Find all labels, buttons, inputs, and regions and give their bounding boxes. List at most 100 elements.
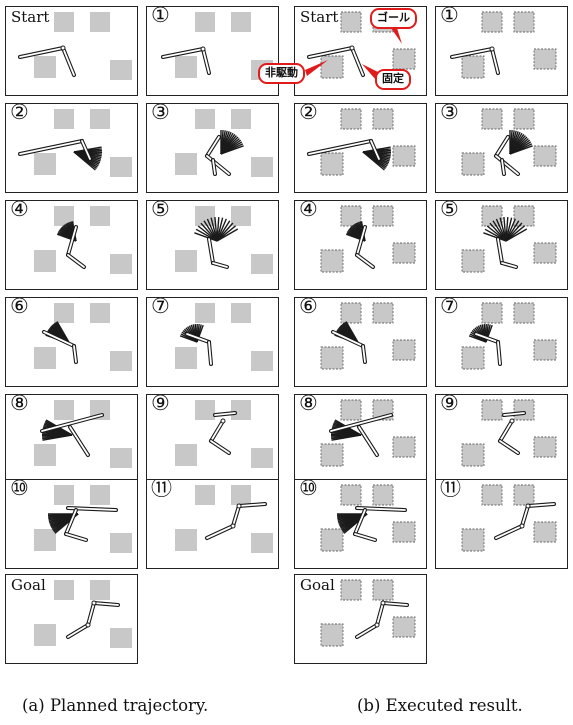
obstacle-block [372, 108, 394, 130]
robot-arm [209, 411, 237, 455]
panel-label: ⑨ [151, 394, 170, 415]
arm-link [354, 533, 376, 541]
planned-panel-s8: ⑧ [5, 394, 138, 484]
obstacle-block [481, 399, 503, 421]
obstacle-block [195, 485, 215, 505]
obstacle-block [320, 443, 344, 467]
panel-label: ④ [299, 200, 318, 221]
obstacle-block [461, 443, 485, 467]
arm-joint [380, 600, 386, 606]
obstacle-block [372, 579, 394, 601]
obstacle-block [372, 205, 394, 227]
panel-scene [461, 399, 557, 467]
obstacle-block [175, 250, 197, 272]
robot-arm [494, 502, 556, 540]
planned-panel-start: Start [5, 6, 138, 96]
obstacle-block [90, 206, 110, 226]
arm-link [495, 155, 519, 175]
executed-panel-s7: ⑦ [435, 297, 568, 387]
obstacle-block [195, 400, 215, 420]
arm-link [212, 159, 216, 175]
obstacle-block [34, 624, 56, 646]
arm-swept-link [73, 151, 96, 171]
arm-link [356, 226, 366, 256]
obstacle-block [392, 616, 416, 638]
obstacle-block [461, 346, 485, 370]
panel-scene [175, 109, 273, 177]
robot-arm [205, 130, 244, 176]
obstacle-block [34, 347, 56, 369]
planned-panel-s4: ④ [5, 200, 138, 290]
obstacle-block [392, 339, 416, 361]
robot-arm [42, 321, 78, 364]
panel-scene [34, 303, 132, 371]
obstacle-block [533, 48, 557, 70]
arm-link [41, 414, 103, 432]
arm-link [527, 503, 555, 507]
obstacle-block [392, 48, 416, 70]
arm-link [206, 525, 234, 539]
obstacle-block [175, 153, 197, 175]
robot-arm [336, 506, 407, 542]
arm-link [210, 440, 230, 454]
obstacle-block [251, 157, 273, 177]
obstacle-block [195, 12, 215, 32]
obstacle-block [513, 302, 535, 324]
obstacle-block [392, 145, 416, 167]
arm-joint [489, 46, 495, 52]
panel-label: ④ [10, 200, 29, 221]
obstacle-block [513, 11, 535, 33]
obstacle-block [461, 249, 485, 273]
obstacle-block [481, 484, 503, 506]
arm-joint [236, 503, 242, 509]
executed-panel-s3: ③ [435, 103, 568, 193]
panel-label: ⑩ [10, 479, 29, 500]
arm-swept-link [220, 145, 244, 155]
panel-scene [320, 302, 416, 370]
obstacle-block [251, 448, 273, 468]
panel-label: ⑦ [151, 297, 170, 318]
callout-unactuated: 非駆動 [258, 63, 305, 84]
panel-scene [34, 485, 132, 553]
robot-arm [40, 413, 104, 457]
arm-joint [349, 45, 355, 51]
obstacle-block [195, 206, 215, 226]
panel-scene [461, 302, 557, 370]
obstacle-block [231, 12, 251, 32]
executed-panel-s10: ⑩ [294, 479, 427, 569]
arm-swept-link [216, 228, 239, 242]
arm-link [65, 533, 87, 541]
obstacle-block [231, 485, 251, 505]
obstacle-block [110, 351, 132, 371]
panel-label: Start [300, 8, 339, 26]
obstacle-block [175, 444, 197, 466]
arm-joint [220, 418, 226, 424]
panel-label: ⑥ [299, 297, 318, 318]
robot-arm [307, 139, 392, 171]
planned-panel-s6: ⑥ [5, 297, 138, 387]
obstacle-block [372, 302, 394, 324]
arm-link [206, 155, 230, 175]
arm-link [499, 420, 513, 442]
obstacle-block [34, 56, 56, 78]
panel-label: ⑧ [299, 394, 318, 415]
arm-link [43, 331, 75, 347]
arm-link [308, 140, 372, 155]
arm-link [73, 345, 77, 363]
panel-label: ⑧ [10, 394, 29, 415]
panel-scene [18, 109, 132, 177]
obstacle-block [195, 303, 215, 323]
obstacle-block [54, 485, 74, 505]
arm-link [356, 624, 378, 638]
obstacle-block [34, 153, 56, 175]
robot-arm [483, 217, 528, 269]
obstacle-block [251, 533, 273, 553]
arm-link [186, 333, 210, 343]
robot-arm [18, 45, 76, 77]
obstacle-block [340, 484, 362, 506]
obstacle-block [90, 485, 110, 505]
panel-scene [461, 108, 557, 176]
obstacle-block [340, 108, 362, 130]
obstacle-block [175, 529, 197, 551]
panel-label: ⑥ [10, 297, 29, 318]
